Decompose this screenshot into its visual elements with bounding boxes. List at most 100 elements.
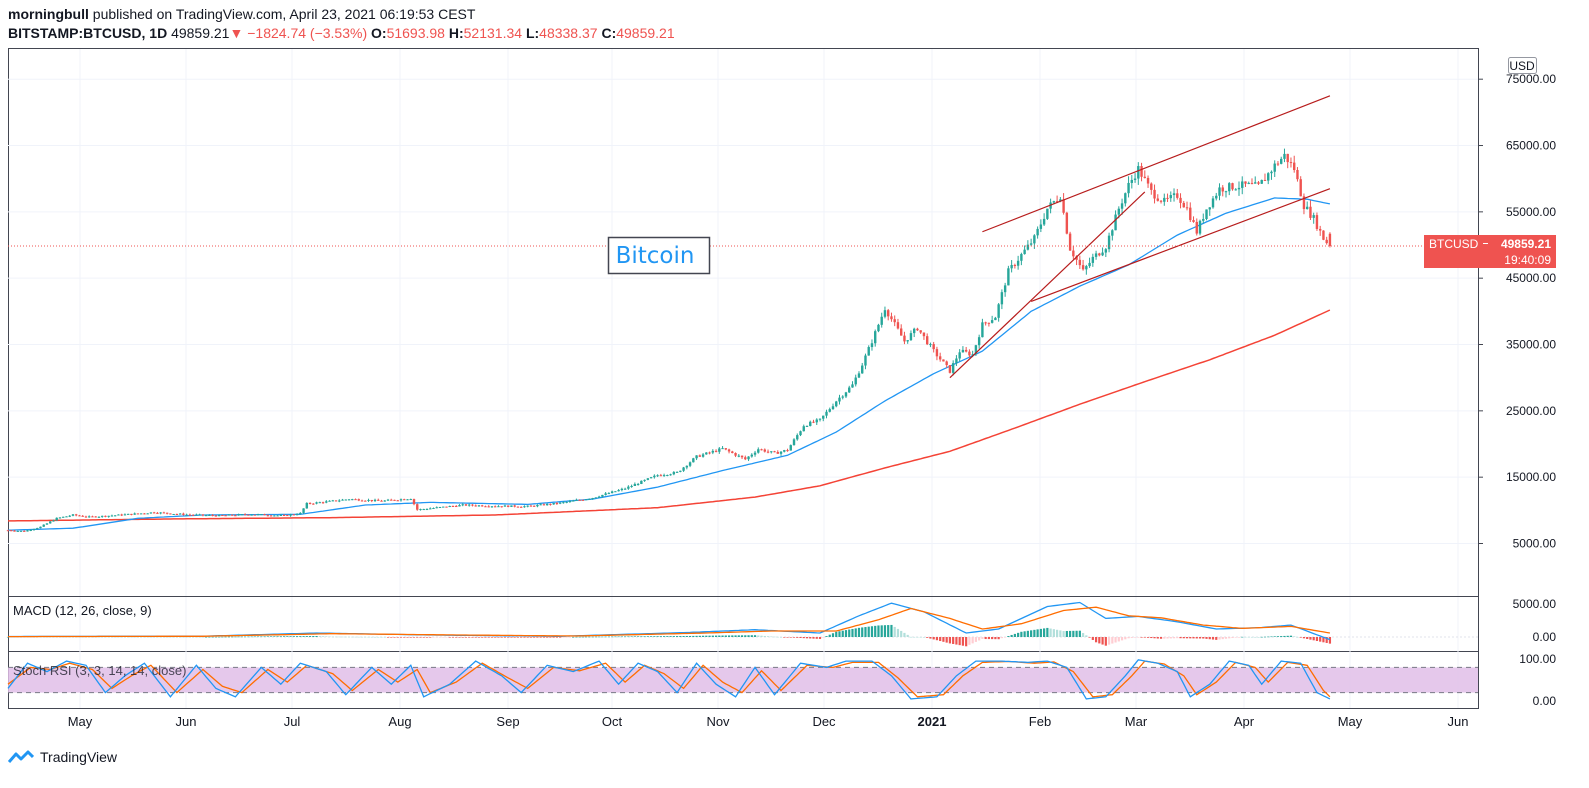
annotation-text[interactable]: Bitcoin bbox=[616, 243, 695, 269]
macd-histogram-bar bbox=[1013, 633, 1016, 637]
candle-body bbox=[1205, 209, 1208, 220]
macd-histogram-bar bbox=[1306, 637, 1309, 639]
candle-body bbox=[354, 499, 357, 501]
publish-text: published on TradingView.com, April 23, … bbox=[88, 6, 476, 22]
macd-histogram-bar bbox=[773, 636, 776, 638]
macd-histogram-bar bbox=[805, 637, 809, 639]
macd-histogram-bar bbox=[1049, 628, 1052, 637]
candle-body bbox=[883, 310, 887, 317]
macd-histogram-bar bbox=[1319, 637, 1322, 642]
candle-body bbox=[630, 485, 633, 487]
candle-body bbox=[565, 501, 568, 503]
candle-body bbox=[958, 352, 961, 359]
macd-histogram-bar bbox=[659, 636, 662, 637]
macd-histogram-bar bbox=[952, 637, 955, 644]
candle-body bbox=[698, 455, 702, 457]
stoch-rsi-pane bbox=[7, 659, 1478, 700]
symbol-interval[interactable]: BITSTAMP:BTCUSD, 1D bbox=[8, 25, 168, 41]
candle-body bbox=[705, 452, 708, 455]
annotation-box[interactable] bbox=[607, 236, 711, 275]
macd-histogram-bar bbox=[620, 636, 623, 638]
candle-body bbox=[1325, 239, 1328, 244]
candle-body bbox=[799, 431, 802, 436]
macd-histogram-bar bbox=[318, 636, 321, 637]
macd-histogram-bar bbox=[1280, 636, 1283, 637]
macd-histogram-bar bbox=[308, 636, 312, 637]
candle-body bbox=[835, 401, 838, 407]
candle-body bbox=[542, 504, 546, 506]
macd-histogram-bar bbox=[474, 637, 477, 638]
candle-body bbox=[370, 499, 373, 502]
candle-body bbox=[1075, 256, 1078, 260]
macd-histogram-bar bbox=[1299, 637, 1302, 638]
candle-body bbox=[279, 514, 283, 516]
price-tag-countdown: 19:40:09 bbox=[1504, 253, 1551, 267]
macd-title[interactable]: MACD (12, 26, close, 9) bbox=[13, 603, 152, 618]
price-tick-label: 75000.00 bbox=[1506, 72, 1556, 86]
candle-body bbox=[159, 512, 162, 514]
author-name[interactable]: morningbull bbox=[8, 6, 89, 22]
candle-body bbox=[1195, 221, 1198, 234]
macd-histogram-bar bbox=[117, 636, 120, 638]
macd-histogram-bar bbox=[1267, 636, 1270, 638]
candle-body bbox=[818, 418, 822, 420]
macd-pane bbox=[6, 601, 1478, 647]
macd-histogram-bar bbox=[981, 637, 984, 639]
macd-histogram-bar bbox=[809, 637, 812, 639]
candle-body bbox=[1094, 253, 1098, 257]
candle-body bbox=[55, 517, 58, 521]
candle-body bbox=[1029, 243, 1033, 245]
macd-histogram-bar bbox=[130, 636, 133, 638]
candle-body bbox=[659, 475, 663, 477]
candle-body bbox=[529, 505, 533, 507]
macd-histogram-bar bbox=[737, 635, 740, 637]
candle-body bbox=[961, 349, 965, 353]
macd-histogram-bar bbox=[250, 636, 253, 638]
candle-body bbox=[575, 499, 578, 501]
price-axis[interactable]: 75000.00 65000.00 55000.00 45000.00 35000.00… bbox=[1478, 72, 1556, 708]
macd-histogram-bar bbox=[1228, 637, 1231, 639]
candle-body bbox=[1270, 171, 1273, 174]
trend-line bbox=[949, 191, 1146, 379]
candle-body bbox=[191, 514, 195, 516]
macd-histogram-bar bbox=[198, 636, 201, 638]
macd-histogram-bar bbox=[477, 637, 481, 638]
stoch-rsi-title[interactable]: Stoch RSI (3, 3, 14, 14, close) bbox=[13, 663, 186, 678]
macd-histogram-bar bbox=[445, 637, 448, 638]
candle-body bbox=[139, 513, 143, 515]
time-tick-label: Dec bbox=[812, 714, 836, 729]
time-axis[interactable]: May Jun Jul Aug Sep Oct Nov Dec 2021 Feb Mar Apr May… bbox=[68, 714, 1469, 729]
candle-body bbox=[766, 451, 770, 453]
macd-histogram-bar bbox=[1030, 630, 1033, 637]
candle-body bbox=[1315, 215, 1319, 229]
footer-branding[interactable]: TradingView bbox=[8, 749, 117, 765]
candle-body bbox=[971, 354, 974, 356]
macd-histogram-bar bbox=[688, 635, 692, 637]
price-tick-label: 25000.00 bbox=[1506, 404, 1556, 418]
macd-histogram-bar bbox=[205, 636, 208, 638]
candle-body bbox=[532, 505, 536, 507]
candle-body bbox=[149, 512, 153, 514]
candle-body bbox=[19, 530, 23, 532]
candle-body bbox=[39, 526, 42, 529]
candle-body bbox=[591, 498, 594, 500]
macd-histogram-bar bbox=[831, 633, 835, 637]
macd-histogram-bar bbox=[1325, 637, 1328, 643]
macd-histogram-bar bbox=[711, 635, 714, 637]
macd-histogram-bar bbox=[675, 636, 679, 637]
candle-body bbox=[104, 515, 107, 517]
candle-body bbox=[666, 474, 669, 476]
macd-histogram-bar bbox=[883, 625, 887, 637]
candle-body bbox=[1020, 254, 1023, 261]
candle-body bbox=[1055, 201, 1059, 203]
macd-histogram-bar bbox=[1315, 637, 1319, 641]
macd-histogram-bar bbox=[753, 635, 757, 637]
currency-badge[interactable] bbox=[1508, 57, 1537, 74]
macd-histogram-bar bbox=[140, 636, 143, 638]
macd-histogram-bar bbox=[412, 637, 416, 638]
candle-body bbox=[481, 505, 484, 507]
candle-body bbox=[1133, 178, 1137, 180]
macd-histogram-bar bbox=[1176, 637, 1179, 639]
candle-body bbox=[880, 316, 883, 325]
